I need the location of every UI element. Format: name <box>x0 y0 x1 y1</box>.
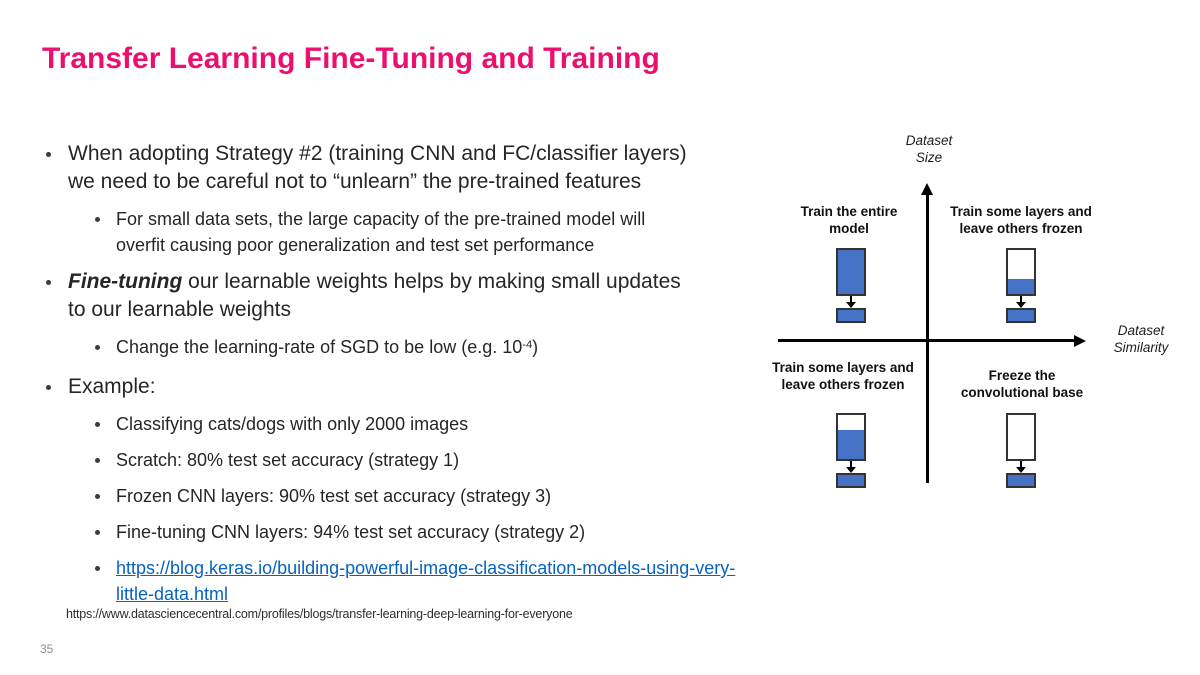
bullet-item: Change the learning-rate of SGD to be lo… <box>42 334 752 363</box>
page-number: 35 <box>40 642 54 656</box>
bullet-text: Fine-tuning CNN layers: 94% test set acc… <box>116 519 752 545</box>
text-segment: -4 <box>522 338 533 351</box>
bullet-dot-icon <box>46 152 51 157</box>
bullet-item: For small data sets, the large capacity … <box>42 206 752 258</box>
text-segment: Fine-tuning CNN layers: 94% test set acc… <box>116 522 586 542</box>
bullet-text: Example: <box>68 373 752 401</box>
y-axis-line <box>926 194 929 483</box>
conv-base-rect <box>1006 413 1036 461</box>
text-segment: our learnable weights helps by making sm… <box>68 270 681 321</box>
bullet-text: Frozen CNN layers: 90% test set accuracy… <box>116 483 752 509</box>
down-arrow-icon <box>1006 461 1036 473</box>
text-segment: Scratch: 80% test set accuracy (strategy… <box>116 450 460 470</box>
bullet-item: https://blog.keras.io/building-powerful-… <box>42 555 752 607</box>
text-segment: Frozen CNN layers: 90% test set accuracy… <box>116 486 552 506</box>
text-segment: When adopting Strategy #2 (training CNN … <box>68 142 687 193</box>
x-axis-arrowhead-icon <box>1074 334 1086 347</box>
bullet-text: When adopting Strategy #2 (training CNN … <box>68 140 752 196</box>
quadrant-tl: Train the entire model <box>760 128 1200 513</box>
quadrant-label: Train some layers and leave others froze… <box>772 360 914 392</box>
x-axis-label: Dataset Similarity <box>1113 323 1169 355</box>
model-stack <box>1006 248 1036 323</box>
bullet-text: For small data sets, the large capacity … <box>116 206 752 258</box>
bullet-text: Fine-tuning our learnable weights helps … <box>68 268 752 324</box>
quadrant-label: Train the entire model <box>800 204 898 236</box>
bullet-dot-icon <box>95 217 100 222</box>
y-axis-arrowhead-icon <box>921 183 933 195</box>
keras-blog-link[interactable]: https://blog.keras.io/building-powerful-… <box>116 558 736 604</box>
text-segment: Example: <box>68 375 156 398</box>
trained-fill <box>838 430 864 459</box>
text-segment: ) <box>532 337 539 357</box>
quadrant-tr: Train some layers and leave others froze… <box>760 128 1200 513</box>
bullet-item: Example: <box>42 373 752 401</box>
bullet-text: Change the learning-rate of SGD to be lo… <box>116 334 752 363</box>
down-arrow-icon <box>1006 296 1036 308</box>
text-segment: For small data sets, the large capacity … <box>116 209 646 255</box>
quadrant-bl: Train some layers and leave others froze… <box>760 128 1200 513</box>
bullet-dot-icon <box>95 422 100 427</box>
bullet-item: When adopting Strategy #2 (training CNN … <box>42 140 752 196</box>
text-segment: Classifying cats/dogs with only 2000 ima… <box>116 414 469 434</box>
quadrant-br: Freeze the convolutional base <box>760 128 1200 513</box>
classifier-rect <box>836 473 866 488</box>
footnote-url: https://www.datasciencecentral.com/profi… <box>66 607 573 621</box>
bullet-dot-icon <box>95 530 100 535</box>
bullet-dot-icon <box>46 385 51 390</box>
bullet-dot-icon <box>46 280 51 285</box>
transfer-learning-quadrant-diagram: Dataset Size Dataset Similarity Train th… <box>760 128 1200 513</box>
bullet-list: When adopting Strategy #2 (training CNN … <box>42 140 752 617</box>
classifier-rect <box>1006 308 1036 323</box>
classifier-rect <box>836 308 866 323</box>
y-axis-label: Dataset Size <box>905 133 953 165</box>
bullet-item: Classifying cats/dogs with only 2000 ima… <box>42 411 752 437</box>
text-segment: Fine-tuning <box>68 270 183 293</box>
bullet-item: Scratch: 80% test set accuracy (strategy… <box>42 447 752 473</box>
bullet-dot-icon <box>95 345 100 350</box>
bullet-dot-icon <box>95 458 100 463</box>
bullet-text: https://blog.keras.io/building-powerful-… <box>116 555 752 607</box>
classifier-rect <box>1006 473 1036 488</box>
trained-fill <box>838 250 864 294</box>
conv-base-rect <box>1006 248 1036 296</box>
down-arrow-icon <box>836 461 866 473</box>
down-arrow-icon <box>836 296 866 308</box>
bullet-dot-icon <box>95 566 100 571</box>
text-segment: Change the learning-rate of SGD to be lo… <box>116 337 523 357</box>
trained-fill <box>1008 278 1034 294</box>
bullet-text: Scratch: 80% test set accuracy (strategy… <box>116 447 752 473</box>
conv-base-rect <box>836 413 866 461</box>
model-stack <box>1006 413 1036 488</box>
model-stack <box>836 413 866 488</box>
bullet-text: Classifying cats/dogs with only 2000 ima… <box>116 411 752 437</box>
bullet-item: Fine-tuning our learnable weights helps … <box>42 268 752 324</box>
conv-base-rect <box>836 248 866 296</box>
page-title: Transfer Learning Fine-Tuning and Traini… <box>42 42 660 75</box>
bullet-item: Fine-tuning CNN layers: 94% test set acc… <box>42 519 752 545</box>
x-axis-line <box>778 339 1075 342</box>
bullet-dot-icon <box>95 494 100 499</box>
quadrant-label: Train some layers and leave others froze… <box>950 204 1092 236</box>
quadrant-label: Freeze the convolutional base <box>960 368 1084 400</box>
bullet-item: Frozen CNN layers: 90% test set accuracy… <box>42 483 752 509</box>
model-stack <box>836 248 866 323</box>
